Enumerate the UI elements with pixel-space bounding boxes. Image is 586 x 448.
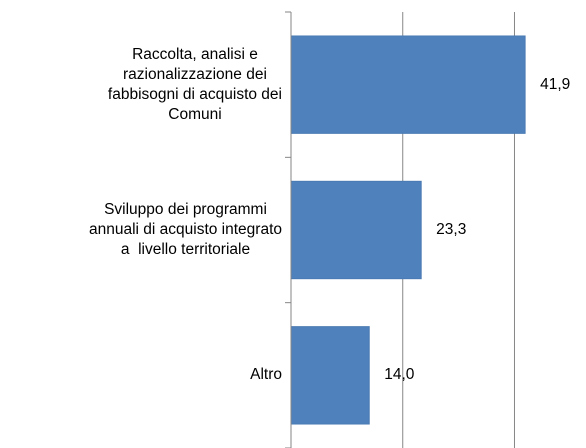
category-text: Altro [250, 366, 282, 384]
bar [290, 180, 422, 280]
category-label: Altro [250, 365, 282, 385]
value-label: 14,0 [384, 366, 415, 384]
category-label: Raccolta, analisi e razionalizzazione de… [108, 45, 282, 125]
category-text: Sviluppo dei programmi annuali di acquis… [88, 201, 282, 258]
value-label: 23,3 [436, 221, 467, 238]
value-label: 41,9 [540, 75, 571, 93]
bar [290, 326, 370, 425]
bar [290, 35, 526, 134]
category-text: Raccolta, analisi e razionalizzazione de… [107, 45, 282, 123]
category-label: Sviluppo dei programmi annuali di acquis… [89, 200, 282, 260]
